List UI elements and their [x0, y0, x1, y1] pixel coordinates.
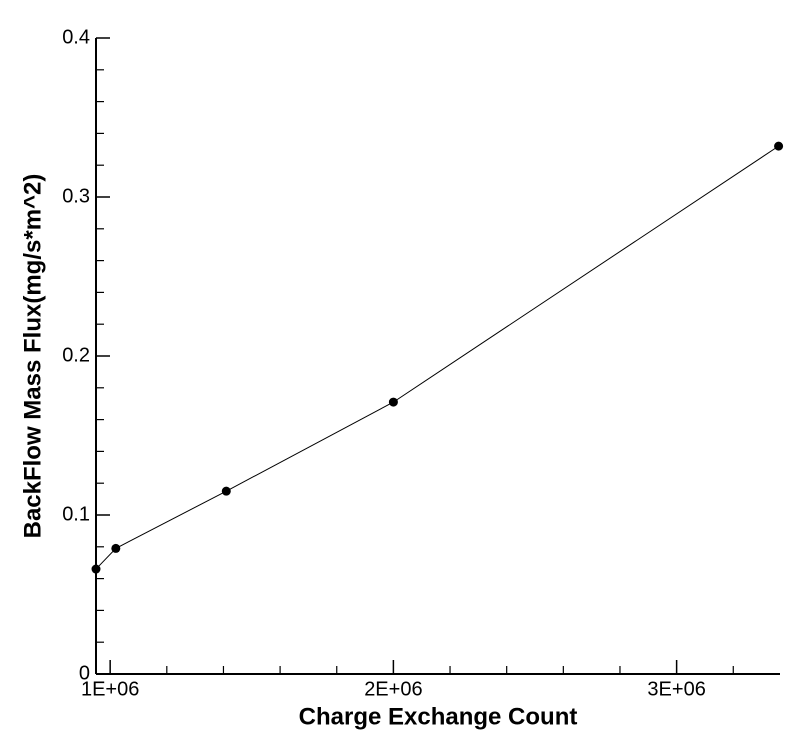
y-tick-label: 0	[79, 662, 90, 684]
y-tick-label: 0.4	[62, 26, 90, 48]
marker	[221, 486, 231, 496]
marker	[774, 141, 784, 151]
x-axis-title: Charge Exchange Count	[299, 703, 578, 730]
y-tick-label: 0.1	[62, 503, 90, 525]
marker	[111, 543, 121, 553]
y-tick-label: 0.3	[62, 185, 90, 207]
x-tick-label: 2E+06	[364, 678, 422, 700]
y-axis-title: BackFlow Mass Flux(mg/s*m^2)	[19, 174, 46, 539]
marker	[388, 397, 398, 407]
y-tick-label: 0.2	[62, 344, 90, 366]
x-tick-label: 3E+06	[647, 678, 705, 700]
marker	[91, 564, 101, 574]
line	[95, 145, 779, 570]
x-tick-label: 1E+06	[81, 678, 139, 700]
